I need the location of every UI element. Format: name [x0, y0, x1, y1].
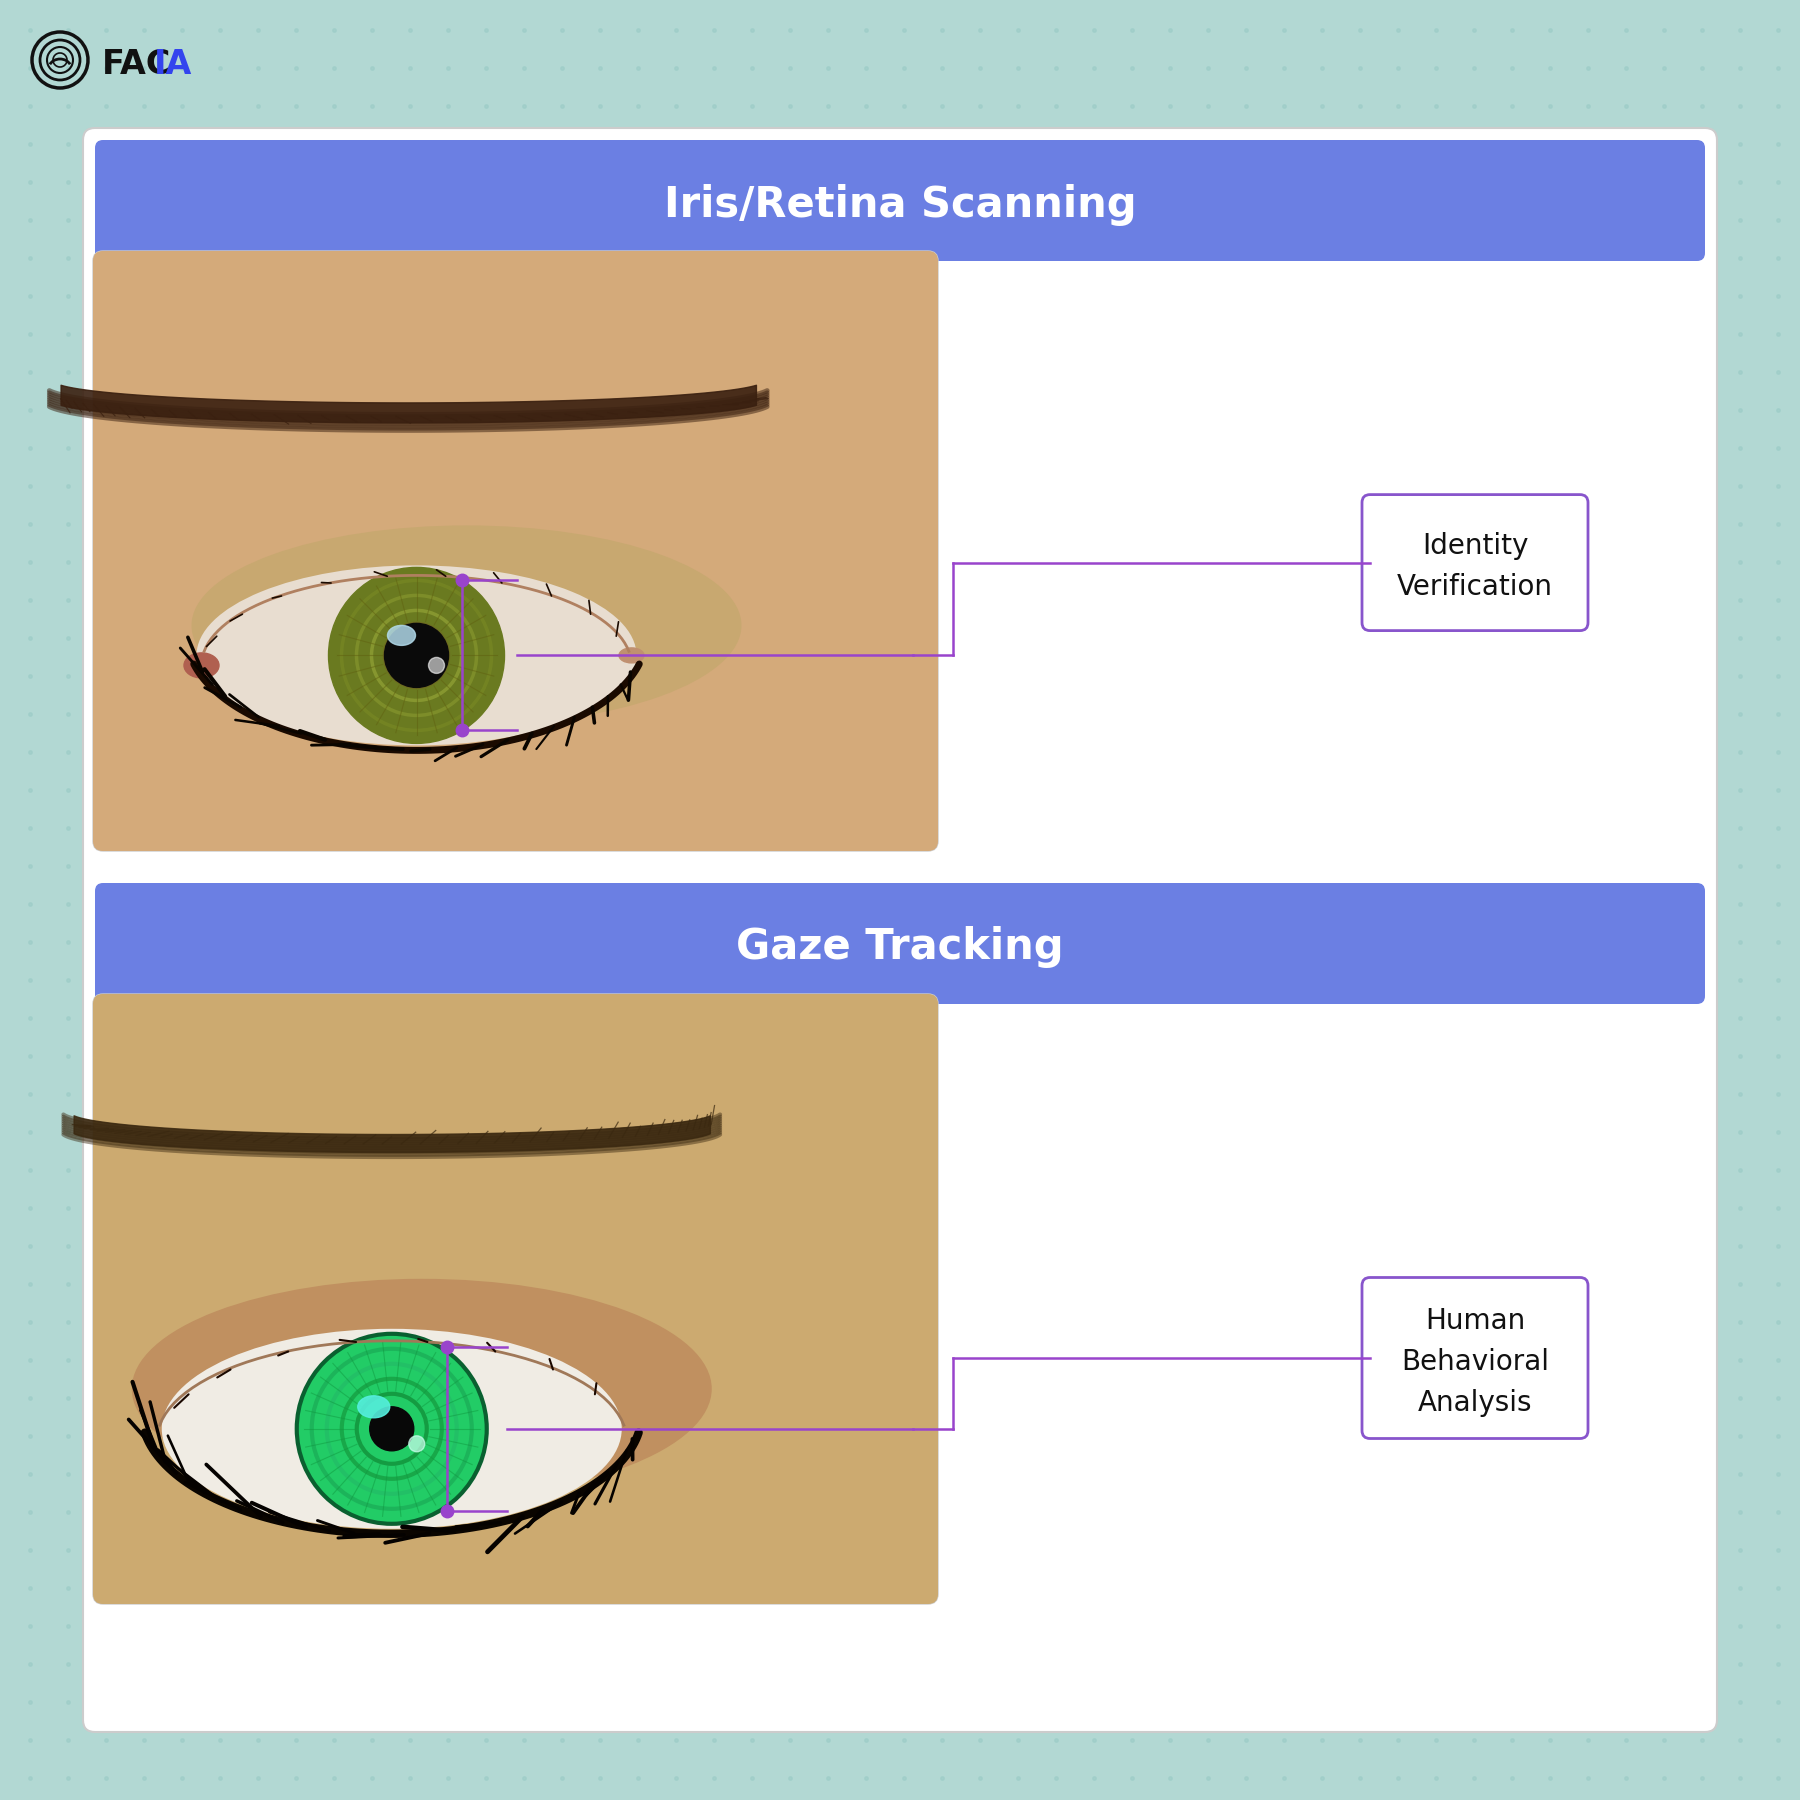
FancyBboxPatch shape [1363, 495, 1588, 630]
Circle shape [369, 1408, 414, 1451]
Circle shape [409, 1436, 425, 1453]
Circle shape [385, 623, 448, 688]
FancyBboxPatch shape [95, 884, 1705, 1004]
Ellipse shape [619, 648, 644, 662]
Circle shape [328, 567, 504, 743]
Text: Identity
Verification: Identity Verification [1397, 533, 1553, 601]
FancyBboxPatch shape [94, 994, 938, 1604]
FancyBboxPatch shape [1363, 1278, 1588, 1438]
Ellipse shape [358, 1395, 391, 1418]
Ellipse shape [131, 1278, 711, 1499]
Text: FAC: FAC [103, 49, 171, 81]
Text: IA: IA [155, 49, 193, 81]
Ellipse shape [162, 1328, 621, 1528]
FancyBboxPatch shape [94, 994, 938, 1604]
FancyBboxPatch shape [83, 128, 1717, 1732]
Text: Gaze Tracking: Gaze Tracking [736, 927, 1064, 968]
Ellipse shape [191, 526, 742, 725]
FancyBboxPatch shape [94, 250, 938, 851]
FancyBboxPatch shape [95, 140, 1705, 261]
Ellipse shape [184, 653, 220, 679]
Ellipse shape [387, 625, 416, 646]
Ellipse shape [196, 565, 637, 745]
Circle shape [297, 1334, 486, 1525]
Text: Iris/Retina Scanning: Iris/Retina Scanning [664, 184, 1136, 225]
FancyBboxPatch shape [94, 250, 938, 851]
Circle shape [428, 657, 445, 673]
Text: Human
Behavioral
Analysis: Human Behavioral Analysis [1400, 1307, 1550, 1417]
